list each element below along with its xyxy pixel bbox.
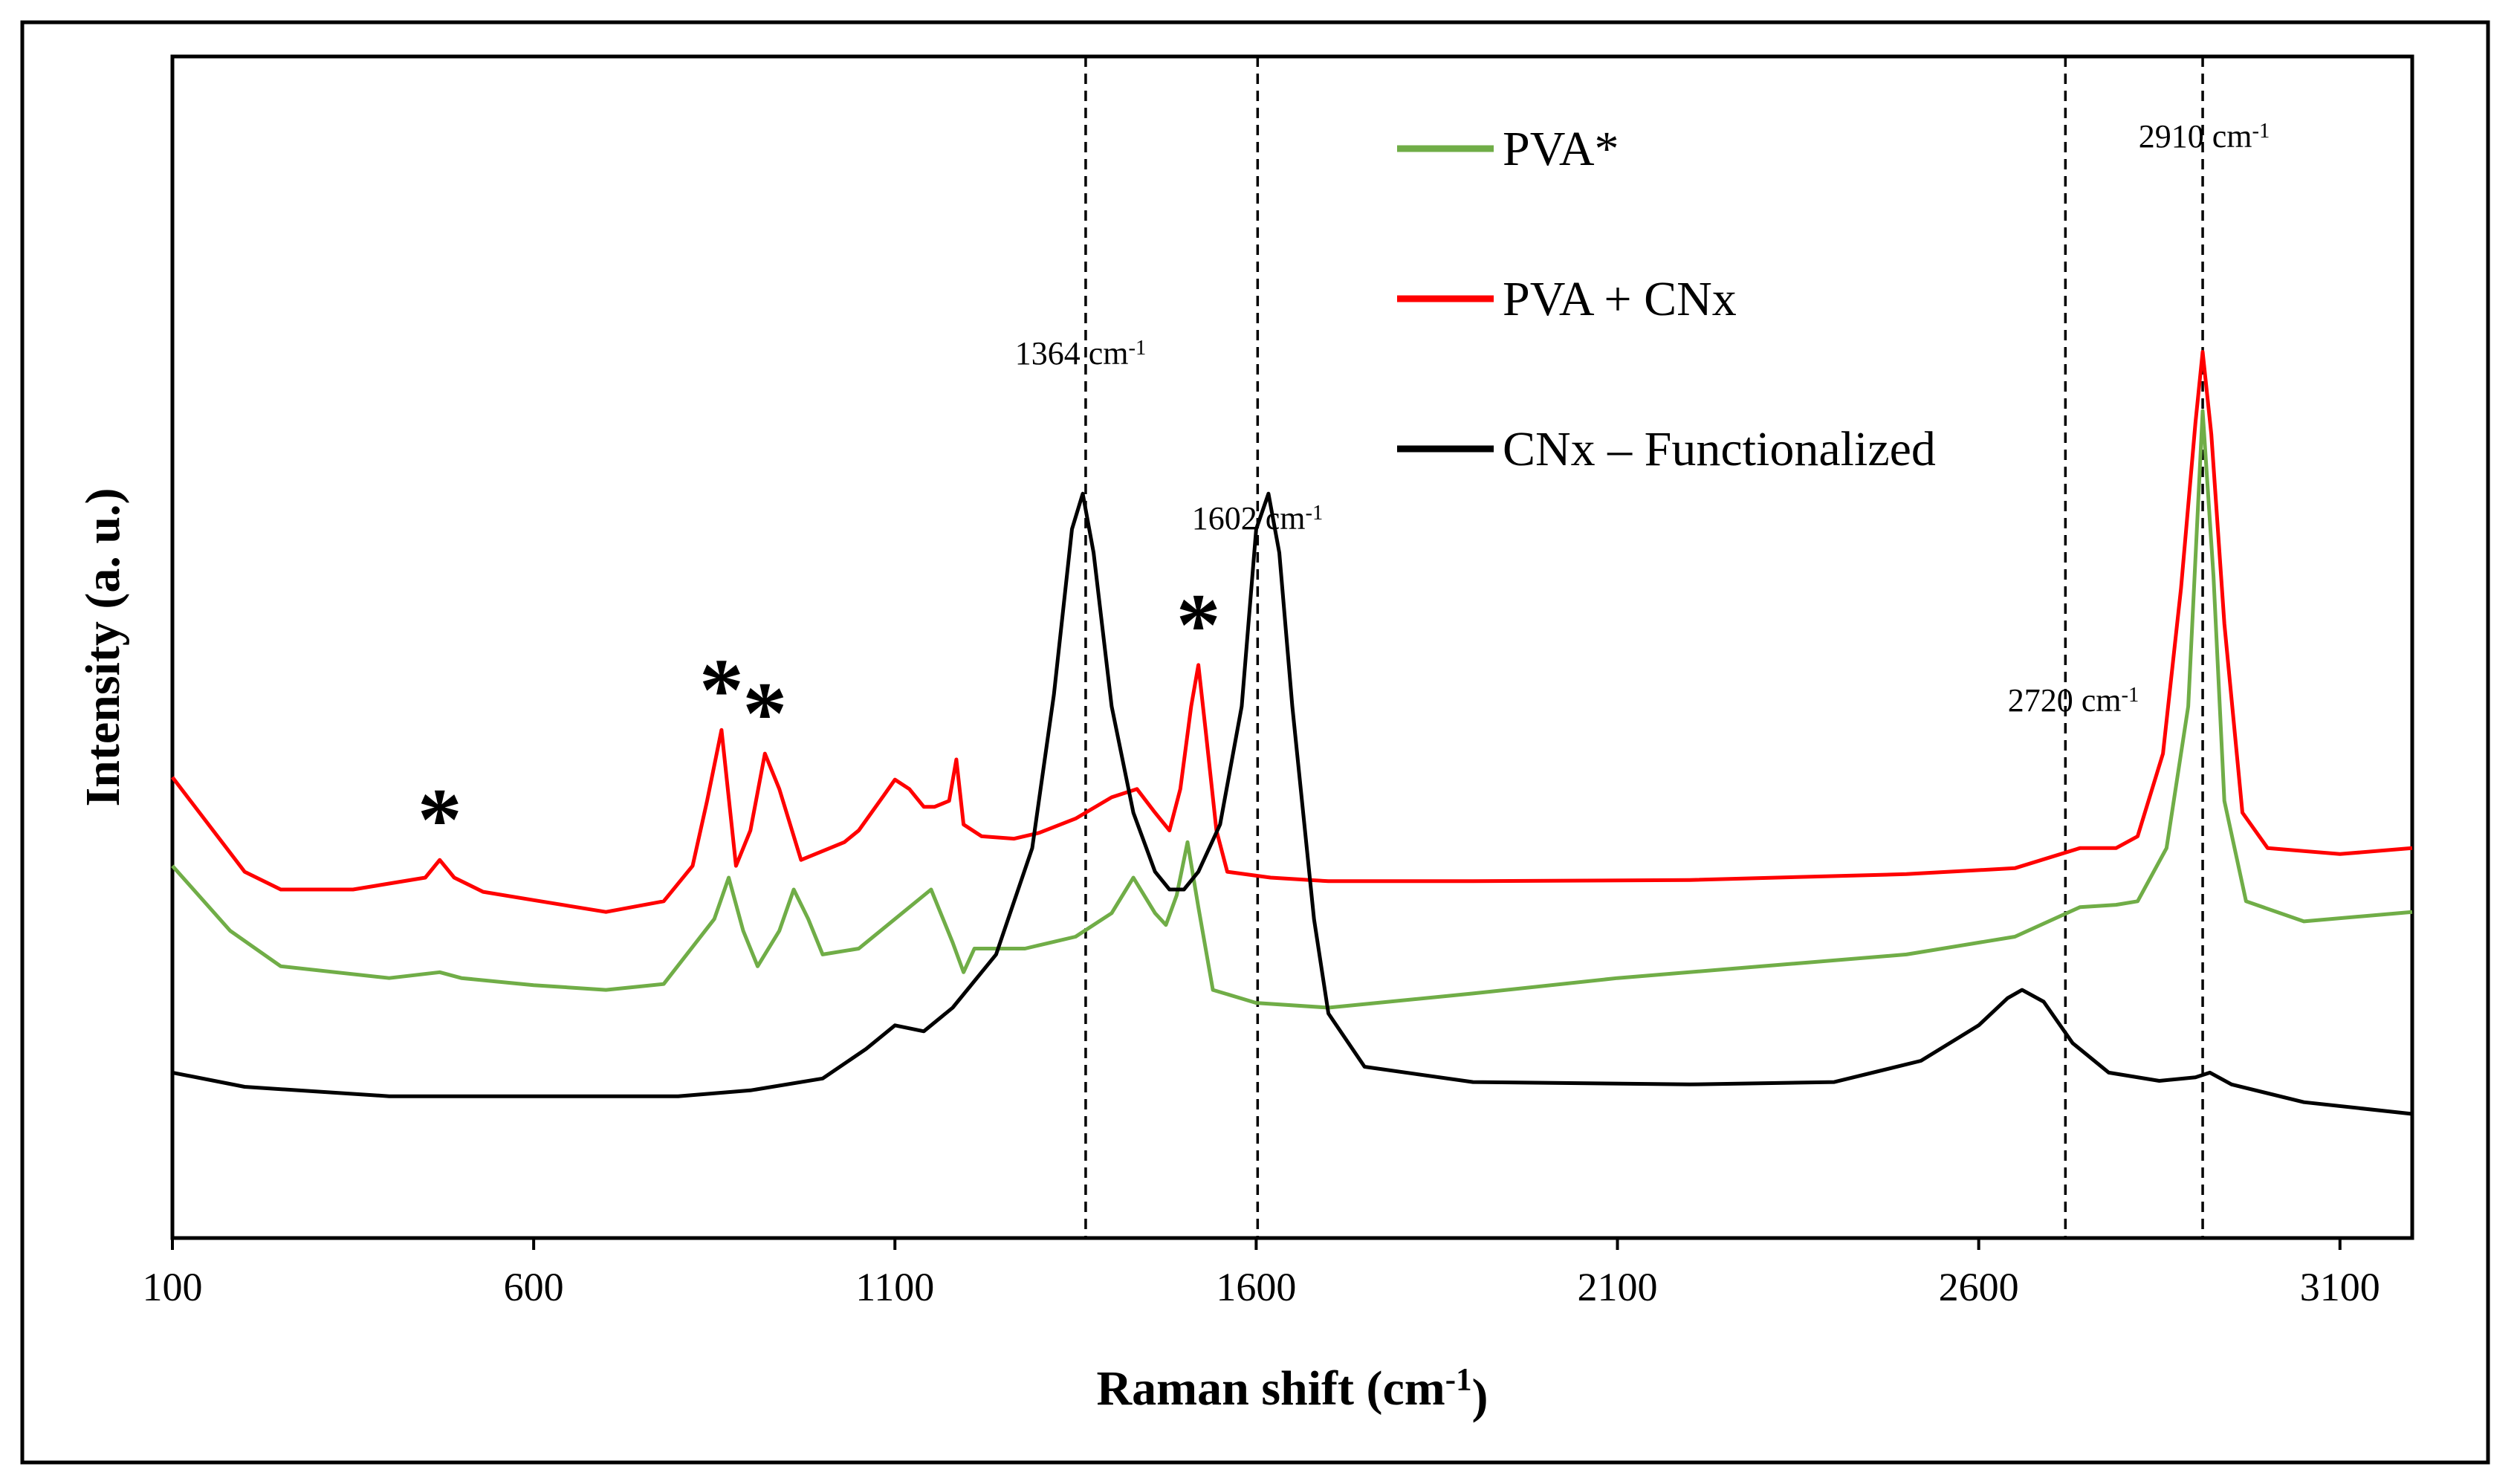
x-tick-label-1100: 1100	[855, 1265, 934, 1309]
legend-label-pva-cnx: PVA + CNx	[1503, 272, 1737, 326]
x-tick-label-2600: 2600	[1939, 1265, 2019, 1309]
series-line-cnx-functionalized	[172, 491, 2413, 1116]
y-axis-title: Intensity (a. u.)	[76, 487, 130, 806]
reference-label-2910: 2910 cm-1	[2139, 118, 2270, 155]
x-tick-label-3100: 3100	[2300, 1265, 2380, 1309]
peak-marker-1: *	[418, 770, 462, 869]
peak-markers: ****	[418, 575, 1221, 869]
x-tick-label-1600: 1600	[1216, 1265, 1296, 1309]
figure-frame	[20, 20, 2490, 1465]
series-lines	[171, 350, 2413, 1116]
reference-label-1364: 1364 cm-1	[1015, 335, 1147, 372]
reference-label-1602: 1602 cm-1	[1192, 500, 1324, 537]
reference-lines	[1084, 56, 2204, 1238]
x-tick-label-100: 100	[143, 1265, 203, 1309]
x-axis-title: Raman shift (cm-1)	[1096, 1361, 1488, 1423]
reference-label-2720: 2720 cm-1	[2008, 682, 2139, 719]
peak-marker-2: *	[699, 640, 744, 739]
x-axis-ticks: 100 600 1100 1600 2100 2600 3100	[143, 1238, 2380, 1309]
legend: PVA* PVA + CNx CNx – Functionalized	[1397, 122, 1936, 476]
x-tick-label-600: 600	[504, 1265, 564, 1309]
reference-labels: 1364 cm-1 1602 cm-1 2720 cm-1 2910 cm-1	[1015, 118, 2270, 719]
peak-marker-4: *	[1176, 575, 1221, 674]
plot-area	[170, 54, 2414, 1240]
series-line-pva-cnx	[171, 350, 2413, 914]
x-tick-label-2100: 2100	[1578, 1265, 1658, 1309]
legend-label-pva: PVA*	[1503, 122, 1619, 176]
legend-label-cnx-functionalized: CNx – Functionalized	[1503, 422, 1936, 476]
series-line-pva	[171, 409, 2413, 1010]
peak-marker-3: *	[742, 664, 787, 762]
